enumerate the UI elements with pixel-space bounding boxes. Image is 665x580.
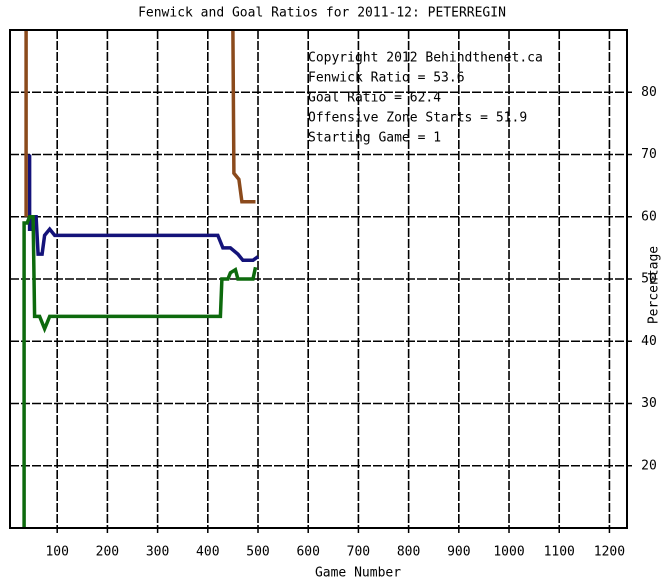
annotation: Offensive Zone Starts = 51.9: [308, 111, 527, 126]
chart-title: Fenwick and Goal Ratios for 2011-12: PET…: [138, 6, 506, 21]
x-tick-label: 800: [397, 545, 420, 560]
x-tick-label: 1200: [594, 545, 625, 560]
x-tick-label: 1000: [493, 545, 524, 560]
series-line: [22, 215, 258, 528]
y-tick-label: 30: [641, 396, 657, 411]
x-tick-label: 400: [196, 545, 219, 560]
y-axis-label: Percentage: [647, 246, 662, 324]
x-axis-label: Game Number: [315, 566, 401, 580]
annotation: Starting Game = 1: [308, 131, 441, 146]
annotation: Fenwick Ratio = 53.6: [308, 71, 465, 86]
annotation: Goal Ratio = 62.4: [308, 91, 441, 106]
x-tick-label: 600: [296, 545, 319, 560]
plot-lines: [22, 30, 260, 528]
y-tick-label: 50: [641, 272, 657, 287]
x-tick-label: 200: [96, 545, 119, 560]
y-tick-label: 20: [641, 458, 657, 473]
grid: [10, 30, 627, 528]
x-tick-label: 1100: [544, 545, 575, 560]
y-tick-label: 80: [641, 85, 657, 100]
y-tick-label: 40: [641, 334, 657, 349]
x-tick-label: 700: [347, 545, 370, 560]
annotations: Copyright 2012 Behindthenet.ca Fenwick Ra…: [308, 51, 543, 146]
x-tick-label: 900: [447, 545, 470, 560]
x-tick-label: 100: [45, 545, 68, 560]
series-line: [24, 30, 256, 217]
y-tick-label: 60: [641, 209, 657, 224]
x-tick-label: 500: [246, 545, 269, 560]
annotation: Copyright 2012 Behindthenet.ca: [308, 51, 543, 66]
x-tick-label: 300: [146, 545, 169, 560]
y-tick-label: 70: [641, 147, 657, 162]
